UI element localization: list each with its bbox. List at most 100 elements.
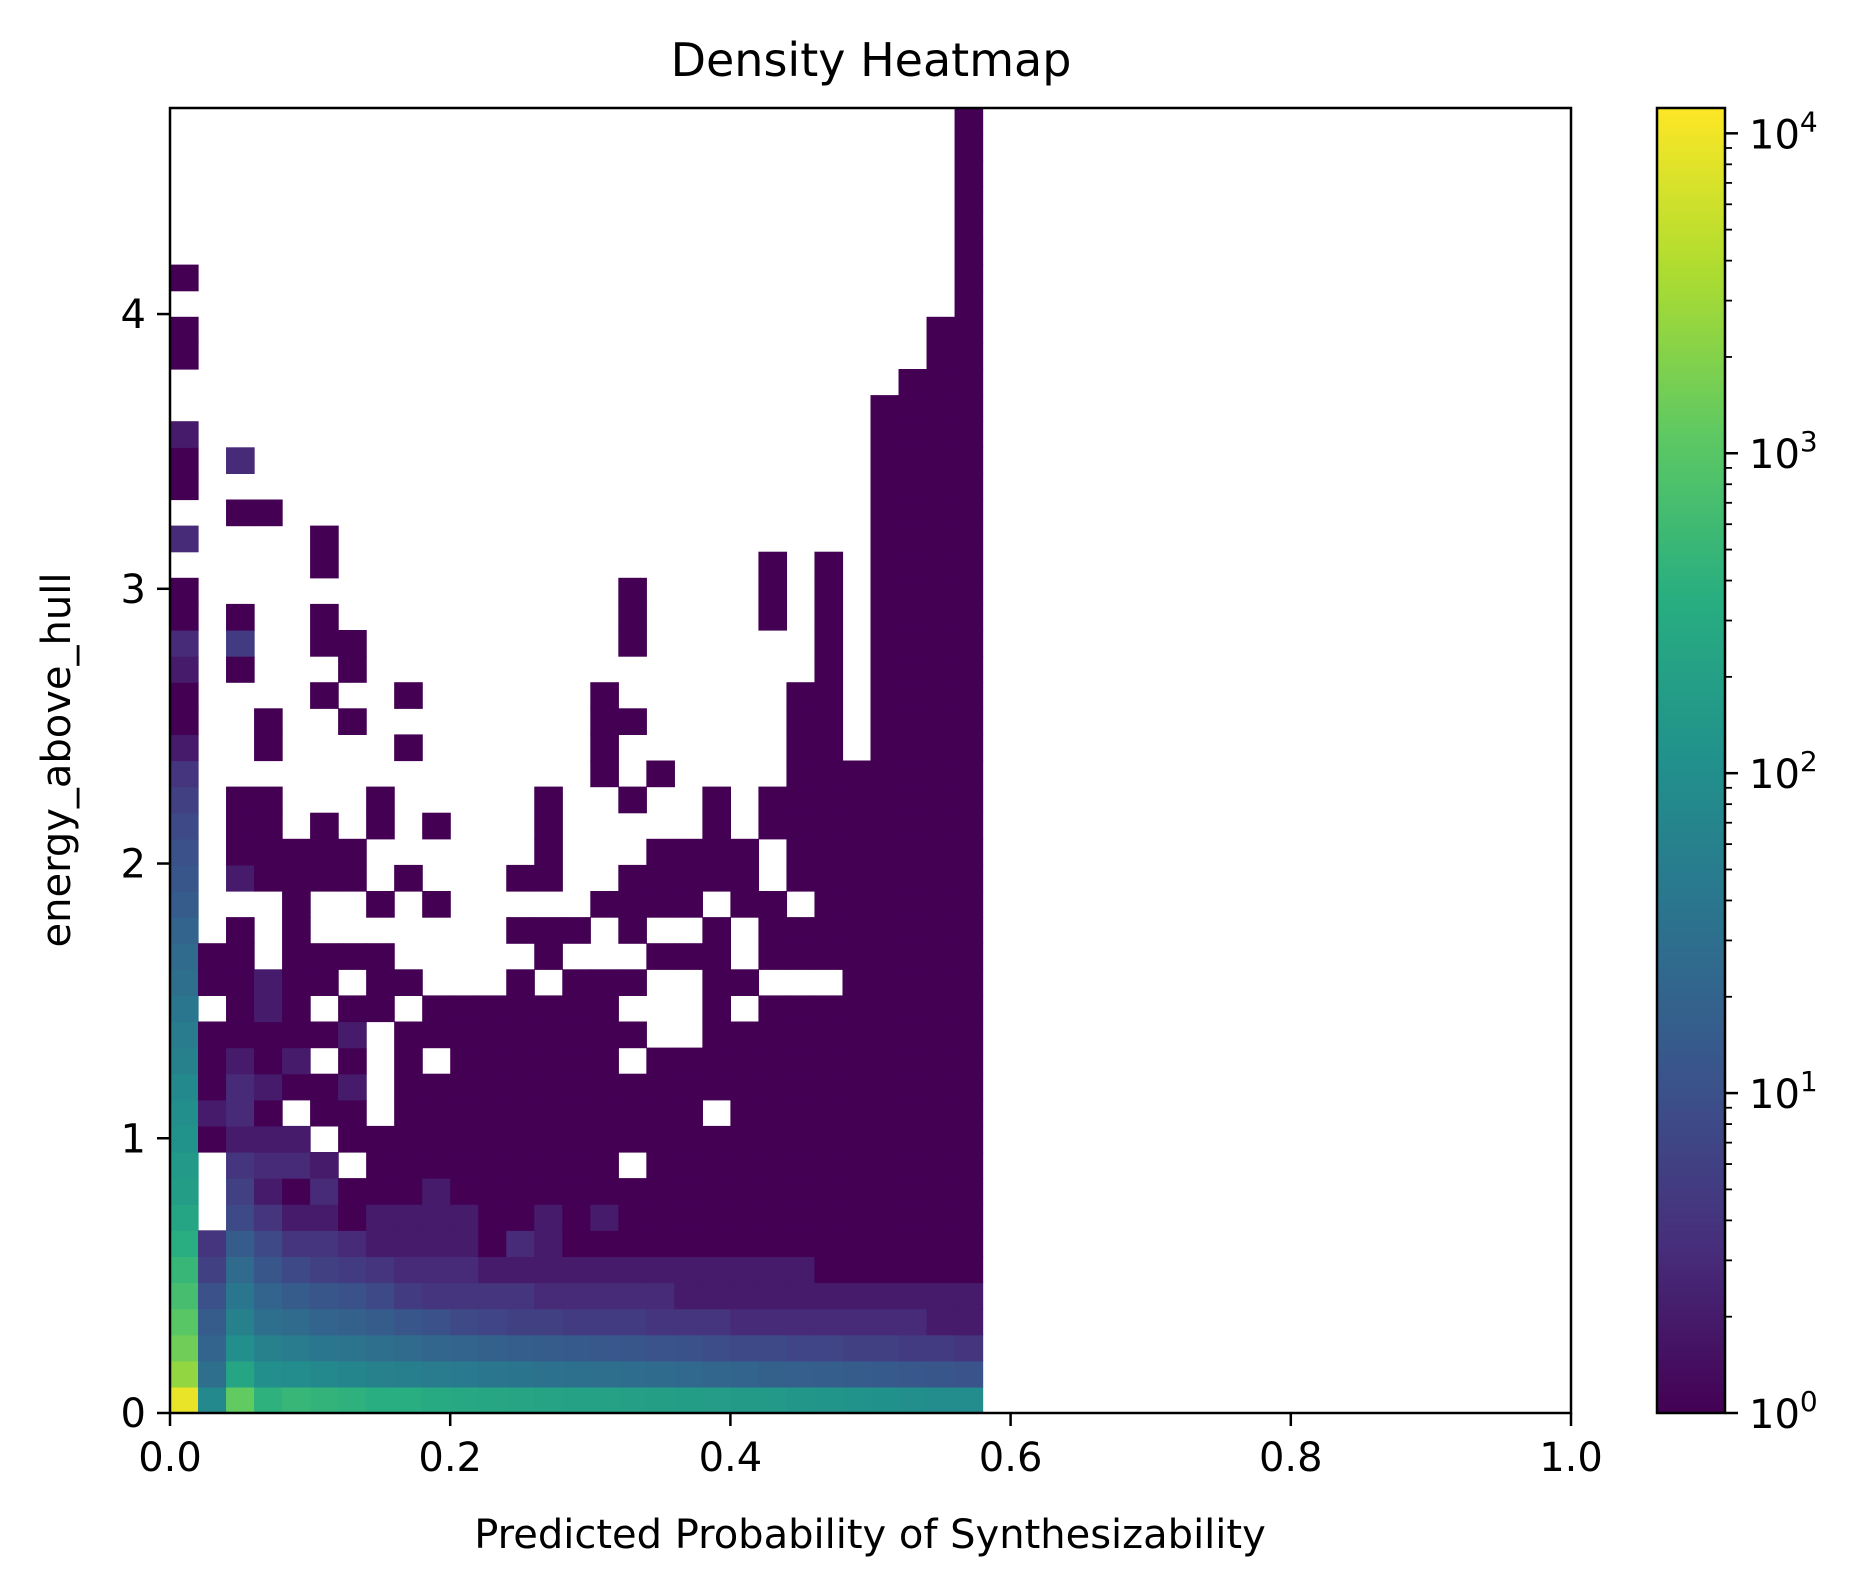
heatmap-cell [310,1256,339,1284]
heatmap-cell [282,1230,311,1257]
heatmap-cell [842,1204,872,1231]
heatmap-cell [338,630,367,657]
heatmap-cell [898,1386,928,1414]
heatmap-cell [646,1047,675,1075]
heatmap-cell [730,1256,760,1284]
heatmap-cell [170,864,199,892]
heatmap-cell [366,1282,395,1310]
heatmap-cell [870,917,900,944]
heatmap-cell [226,838,255,866]
heatmap-cell [758,1308,788,1336]
heatmap-cell [618,1204,647,1231]
heatmap-cell [786,1204,816,1231]
heatmap-cell [898,421,928,448]
heatmap-cell [870,473,900,501]
heatmap-cell [506,1256,535,1284]
heatmap-cell [170,1152,199,1179]
heatmap-cell [506,995,535,1023]
heatmap-cell [926,1282,956,1310]
heatmap-cell [898,395,928,422]
heatmap-cell [814,995,844,1023]
heatmap-cell [226,1178,255,1205]
heatmap-cell [646,760,675,788]
heatmap-cell [506,864,535,892]
heatmap-cell [954,603,984,631]
heatmap-cell [170,1073,199,1101]
heatmap-cell [954,290,984,318]
heatmap-cell [226,656,255,683]
heatmap-cell [954,943,984,970]
heatmap-cell [310,630,339,657]
heatmap-cell [254,969,283,996]
heatmap-cell [198,1360,227,1388]
heatmap-cell [198,1099,227,1127]
heatmap-cell [170,1230,199,1257]
heatmap-cell [954,421,984,448]
x-axis-ticks: 0.0 0.2 0.4 0.6 0.8 1.0 [138,1413,1603,1481]
heatmap-cell [954,551,984,579]
heatmap-cell [814,943,844,970]
heatmap-cell [226,864,255,892]
heatmap-cell [870,1073,900,1101]
heatmap-cell [282,864,311,892]
heatmap-cell [310,1152,339,1179]
heatmap-cell [198,1021,227,1049]
heatmap-cell [422,995,451,1023]
heatmap-cell [366,995,395,1023]
heatmap-cell [282,995,311,1023]
heatmap-cell [954,1230,984,1257]
heatmap-cell [954,577,984,605]
heatmap-cell [870,630,900,657]
heatmap-cell [898,1152,928,1179]
heatmap-cell [646,1230,675,1257]
heatmap-cell [898,1308,928,1336]
heatmap-cell [954,864,984,892]
heatmap-cell [534,1334,563,1362]
heatmap-cell [870,760,900,788]
plot-frame [168,106,1573,1415]
heatmap-cell [590,708,619,735]
heatmap-cell [170,421,199,448]
heatmap-cell [478,1360,507,1388]
heatmap-cell [226,1073,255,1101]
heatmap-cell [338,1308,367,1336]
heatmap-cell [450,1204,479,1231]
heatmap-cell [646,1308,675,1336]
heatmap-cell [870,838,900,866]
heatmap-cell [898,1178,928,1205]
heatmap-cell [366,1178,395,1205]
heatmap-cell [170,316,199,344]
heatmap-cell [702,1047,731,1075]
heatmap-cell [226,1334,255,1362]
heatmap-cell [450,1073,479,1101]
heatmap-cell [926,395,956,422]
heatmap-cell [758,786,788,814]
heatmap-cell [590,995,619,1023]
heatmap-cell [534,1073,563,1101]
heatmap-cell [170,1308,199,1336]
heatmap-cell [170,708,199,735]
heatmap-cell [506,1282,535,1310]
heatmap-cell [562,917,591,944]
heatmap-cell [170,264,199,292]
heatmap-cell [870,551,900,579]
heatmap-cell [954,1152,984,1179]
heatmap-cell [394,1204,423,1231]
heatmap-cell [674,1099,703,1127]
heatmap-cell [422,812,451,840]
heatmap-cell [786,812,816,840]
heatmap-cell [338,1073,367,1101]
heatmap-cell [450,1021,479,1049]
heatmap-cell [366,1152,395,1179]
colorbar-tick-label: 103 [1749,425,1818,478]
heatmap-cell [814,1178,844,1205]
heatmap-cell [814,656,844,683]
heatmap-cell [254,995,283,1023]
heatmap-cell [310,1178,339,1205]
heatmap-cell [926,316,956,344]
heatmap-cell [310,525,339,553]
heatmap-cell [366,786,395,814]
heatmap-cell [226,1282,255,1310]
heatmap-cell [282,1204,311,1231]
heatmap-cell [730,1282,760,1310]
